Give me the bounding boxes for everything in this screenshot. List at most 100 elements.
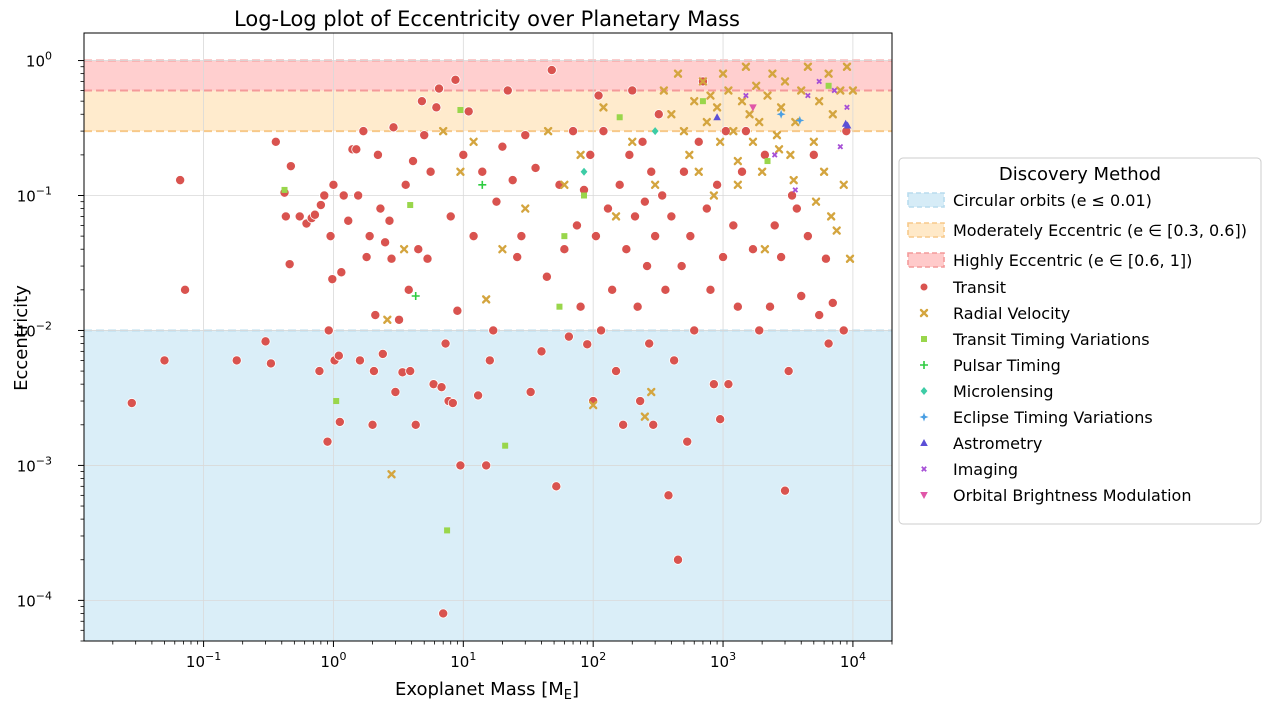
x-axis-label-end: ]: [572, 679, 579, 700]
data-point: [666, 211, 677, 222]
data-point: [498, 245, 507, 254]
data-point: [673, 554, 684, 565]
data-point: [361, 252, 372, 263]
data-point: [660, 284, 671, 295]
data-point: [757, 167, 767, 176]
data-point: [768, 69, 777, 78]
data-point: [422, 253, 433, 264]
data-point: [682, 436, 693, 447]
data-point: [740, 126, 751, 137]
data-point: [354, 355, 365, 366]
x-tick-label-4: 103: [710, 650, 736, 671]
data-point: [585, 149, 596, 160]
data-point: [400, 179, 411, 190]
data-point: [390, 386, 401, 397]
data-points: [126, 62, 858, 619]
data-point: [512, 252, 523, 263]
data-point: [650, 180, 660, 190]
data-point: [764, 158, 771, 165]
data-point: [845, 254, 855, 263]
data-point: [328, 179, 339, 190]
data-point: [673, 69, 683, 78]
data-point: [751, 81, 761, 90]
x-axis-label: Exoplanet Mass [ME]: [395, 679, 579, 703]
data-point: [180, 284, 191, 295]
data-point: [699, 98, 706, 105]
legend-label: Transit: [952, 278, 1006, 297]
y-tick-label-1: 10−3: [17, 454, 52, 475]
data-point: [839, 180, 848, 190]
data-point: [780, 485, 791, 496]
series-imaging: [743, 78, 850, 193]
legend-label: Transit Timing Variations: [952, 330, 1150, 349]
data-point: [416, 96, 427, 107]
y-tick-label-exponent: −1: [36, 185, 52, 198]
data-point: [468, 231, 479, 242]
data-point: [159, 355, 170, 366]
data-point: [455, 460, 466, 471]
data-point: [388, 122, 399, 133]
x-tick-label-2: 101: [450, 650, 476, 671]
y-tick-label-mantissa: 10: [26, 53, 45, 71]
y-tick-label-exponent: −3: [36, 454, 52, 467]
data-point: [820, 253, 831, 264]
data-point: [559, 244, 570, 255]
data-point: [832, 226, 841, 235]
data-point: [737, 96, 747, 106]
data-point: [823, 338, 834, 349]
legend-item: Radial Velocity: [919, 304, 1070, 323]
data-point: [477, 166, 488, 177]
band-1: [84, 90, 892, 132]
data-point: [723, 379, 734, 390]
legend-marker: [921, 466, 927, 472]
data-point: [563, 331, 574, 342]
data-point: [431, 102, 442, 113]
data-point: [322, 436, 333, 447]
data-point: [543, 126, 553, 136]
data-point: [842, 62, 852, 71]
data-point: [776, 103, 786, 112]
data-point: [315, 200, 326, 211]
data-point: [413, 244, 424, 255]
data-point: [689, 325, 700, 336]
data-point: [126, 398, 137, 409]
data-point: [791, 203, 802, 214]
data-point: [456, 167, 465, 176]
data-point: [848, 86, 858, 95]
data-point: [336, 267, 347, 278]
data-point: [370, 310, 381, 321]
data-point: [260, 336, 271, 347]
data-point: [685, 231, 696, 242]
series-microlensing: [580, 127, 659, 176]
data-point: [530, 162, 541, 173]
data-point: [525, 386, 536, 397]
x-axis-label-main: Exoplanet Mass [M: [395, 679, 564, 700]
y-tick-label-mantissa: 10: [17, 322, 36, 340]
data-point: [556, 303, 563, 310]
data-point: [811, 197, 821, 206]
data-point: [651, 127, 659, 136]
data-point: [616, 114, 623, 121]
data-point: [588, 400, 598, 410]
legend-label: Orbital Brightness Modulation: [953, 486, 1191, 505]
legend-label: Eclipse Timing Variations: [953, 408, 1153, 427]
data-point: [452, 305, 463, 316]
data-point: [808, 149, 819, 160]
x-axis-label-subscript: E: [564, 688, 572, 703]
data-point: [819, 167, 829, 176]
x-tick-label-exponent: 4: [859, 650, 866, 663]
data-point: [410, 419, 421, 430]
data-point: [457, 107, 464, 114]
x-tick-label-exponent: 3: [729, 650, 736, 663]
data-point: [712, 103, 722, 112]
data-point: [580, 167, 588, 176]
x-tick-label-0: 10−1: [186, 650, 221, 671]
legend-marker: [919, 412, 929, 422]
data-point: [720, 126, 731, 137]
data-point: [679, 126, 689, 136]
data-point: [333, 350, 344, 361]
data-point: [771, 152, 778, 158]
data-point: [353, 190, 364, 201]
